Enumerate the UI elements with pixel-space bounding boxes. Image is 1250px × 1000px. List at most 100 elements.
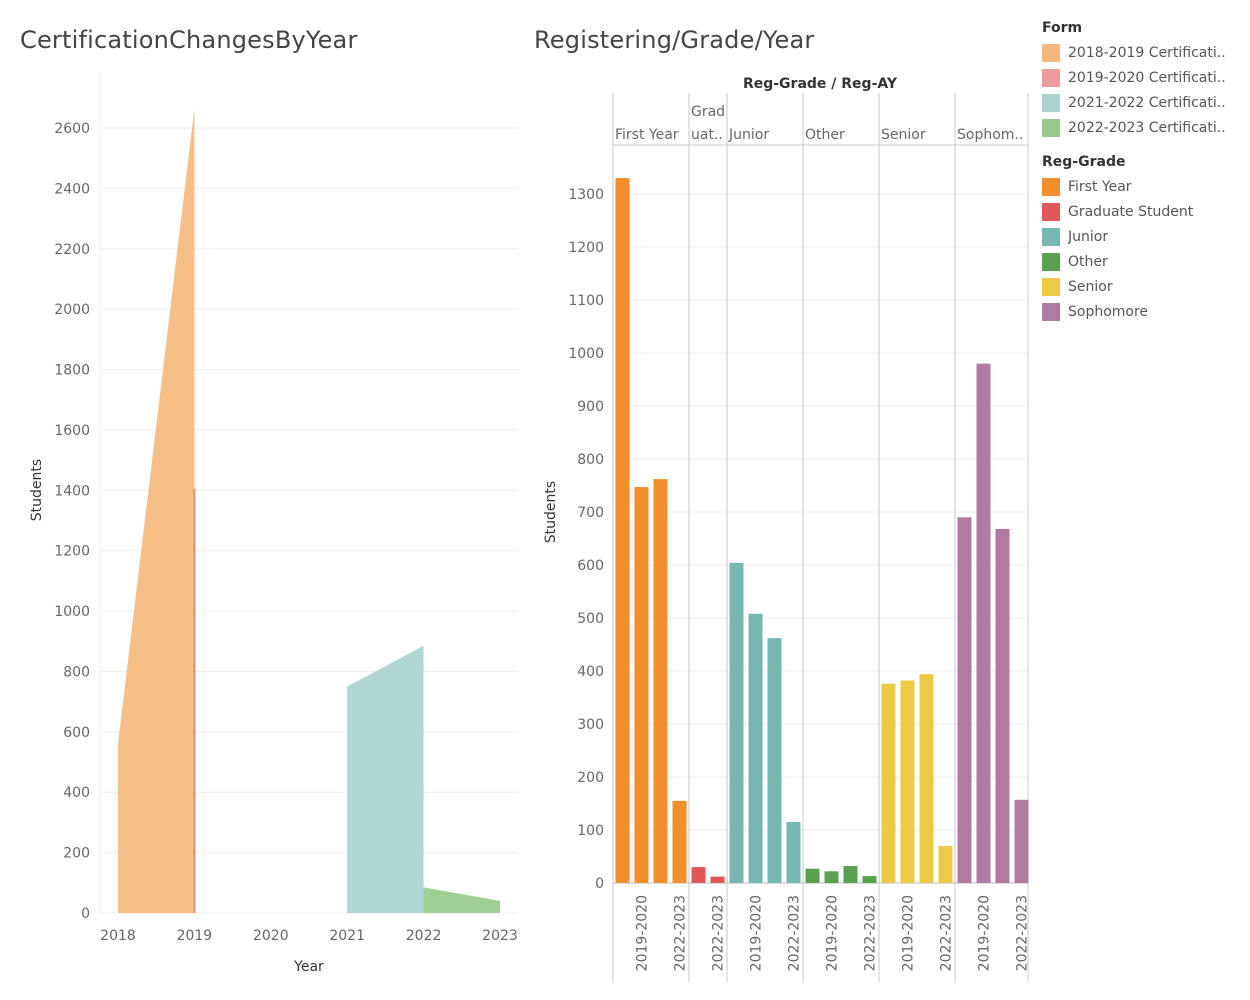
column-header-label: Grad (691, 104, 725, 120)
x-tick-label: 2019-2020 (825, 895, 841, 971)
legend-swatch (1042, 118, 1060, 137)
grade-legend-item[interactable]: Sophomore (1042, 299, 1193, 324)
bar[interactable] (843, 866, 858, 883)
bar[interactable] (653, 479, 668, 883)
form-legend-item[interactable]: 2018-2019 Certificati.. (1042, 40, 1226, 65)
reg-grade-legend-title: Reg-Grade (1042, 154, 1126, 170)
legend-swatch (1042, 43, 1060, 62)
y-axis-title: Students (543, 481, 559, 543)
legend-label: Other (1068, 253, 1108, 270)
bar[interactable] (957, 517, 972, 883)
grade-legend-item[interactable]: Senior (1042, 274, 1193, 299)
legend-swatch (1042, 202, 1060, 221)
y-tick-label: 0 (595, 876, 604, 892)
legend-swatch (1042, 177, 1060, 196)
left-chart-title: CertificationChangesByYear (20, 26, 358, 54)
y-tick-label: 900 (577, 399, 604, 415)
bar[interactable] (824, 871, 839, 883)
bar[interactable] (1014, 799, 1029, 883)
grade-legend-item[interactable]: Other (1042, 249, 1193, 274)
bar[interactable] (805, 868, 820, 883)
y-tick-label: 200 (577, 770, 604, 786)
bar[interactable] (710, 876, 725, 883)
y-tick-label: 200 (63, 846, 90, 862)
x-tick-label: 2021 (329, 928, 365, 944)
y-tick-label: 1200 (568, 240, 604, 256)
bar[interactable] (995, 528, 1010, 883)
y-tick-label: 1000 (54, 604, 90, 620)
grade-legend-item[interactable]: Graduate Student (1042, 199, 1193, 224)
legend-swatch (1042, 93, 1060, 112)
y-tick-label: 1200 (54, 544, 90, 560)
x-tick-label: 2022-2023 (939, 895, 955, 971)
bar[interactable] (862, 876, 877, 883)
y-tick-label: 1000 (568, 346, 604, 362)
y-tick-label: 400 (577, 664, 604, 680)
y-tick-label: 2400 (54, 181, 90, 197)
form-legend-item[interactable]: 2019-2020 Certificati.. (1042, 65, 1226, 90)
x-tick-label: 2022-2023 (1015, 895, 1031, 971)
bar[interactable] (919, 674, 934, 883)
column-header-label: Junior (728, 127, 769, 143)
area-series[interactable] (118, 108, 195, 913)
x-tick-label: 2022 (406, 928, 442, 944)
x-tick-label: 2019-2020 (901, 895, 917, 971)
y-tick-label: 700 (577, 505, 604, 521)
x-tick-label: 2020 (253, 928, 289, 944)
x-axis-title: Year (293, 959, 324, 975)
bar[interactable] (615, 178, 630, 884)
bar[interactable] (634, 487, 649, 883)
legend-label: Junior (1068, 228, 1109, 245)
form-legend-title: Form (1042, 20, 1083, 36)
y-tick-label: 800 (63, 664, 90, 680)
bar[interactable] (729, 562, 744, 883)
legend-swatch (1042, 227, 1060, 246)
legend-label: 2021-2022 Certificati.. (1068, 94, 1226, 111)
y-tick-label: 600 (577, 558, 604, 574)
y-tick-label: 600 (63, 725, 90, 741)
bar[interactable] (938, 845, 953, 883)
bar[interactable] (691, 867, 706, 883)
y-tick-label: 2200 (54, 242, 90, 258)
x-tick-label: 2022-2023 (863, 895, 879, 971)
bar[interactable] (748, 613, 763, 883)
x-tick-label: 2022-2023 (673, 895, 689, 971)
right-chart-title: Registering/Grade/Year (534, 26, 815, 54)
y-tick-label: 2600 (54, 121, 90, 137)
y-tick-label: 500 (577, 611, 604, 627)
bar[interactable] (767, 638, 782, 883)
legend-label: First Year (1068, 178, 1132, 195)
legend-label: 2019-2020 Certificati.. (1068, 69, 1226, 86)
y-tick-label: 800 (577, 452, 604, 468)
bar[interactable] (786, 822, 801, 883)
y-tick-label: 0 (81, 906, 90, 922)
legend-label: 2022-2023 Certificati.. (1068, 119, 1226, 136)
form-legend-item[interactable]: 2022-2023 Certificati.. (1042, 115, 1226, 140)
legend-label: 2018-2019 Certificati.. (1068, 44, 1226, 61)
bar[interactable] (672, 800, 687, 883)
bar[interactable] (900, 680, 915, 883)
area-series[interactable] (423, 887, 500, 913)
column-header-label: uat.. (691, 127, 723, 143)
legend-swatch (1042, 302, 1060, 321)
grade-legend-item[interactable]: First Year (1042, 174, 1193, 199)
form-legend-item[interactable]: 2021-2022 Certificati.. (1042, 90, 1226, 115)
column-header-label: Other (805, 127, 845, 143)
area-series[interactable] (347, 645, 424, 913)
y-tick-label: 1400 (54, 483, 90, 499)
x-tick-label: 2023 (482, 928, 518, 944)
grade-legend-item[interactable]: Junior (1042, 224, 1193, 249)
legend-label: Senior (1068, 278, 1113, 295)
bar[interactable] (976, 363, 991, 884)
bar-chart: Reg-Grade / Reg-AY 0 100 200 300 400 500 600 700… (543, 76, 1031, 983)
x-tick-label: 2018 (100, 928, 136, 944)
legend-label: Graduate Student (1068, 203, 1194, 220)
x-tick-label: 2019 (177, 928, 213, 944)
y-tick-label: 400 (63, 785, 90, 801)
bar[interactable] (881, 683, 896, 883)
y-tick-label: 1300 (568, 187, 604, 203)
x-tick-label: 2022-2023 (787, 895, 803, 971)
column-header-title: Reg-Grade / Reg-AY (743, 76, 898, 92)
legend-swatch (1042, 277, 1060, 296)
reg-grade-legend: Reg-Grade First Year Graduate Student Juni… (1042, 154, 1193, 324)
